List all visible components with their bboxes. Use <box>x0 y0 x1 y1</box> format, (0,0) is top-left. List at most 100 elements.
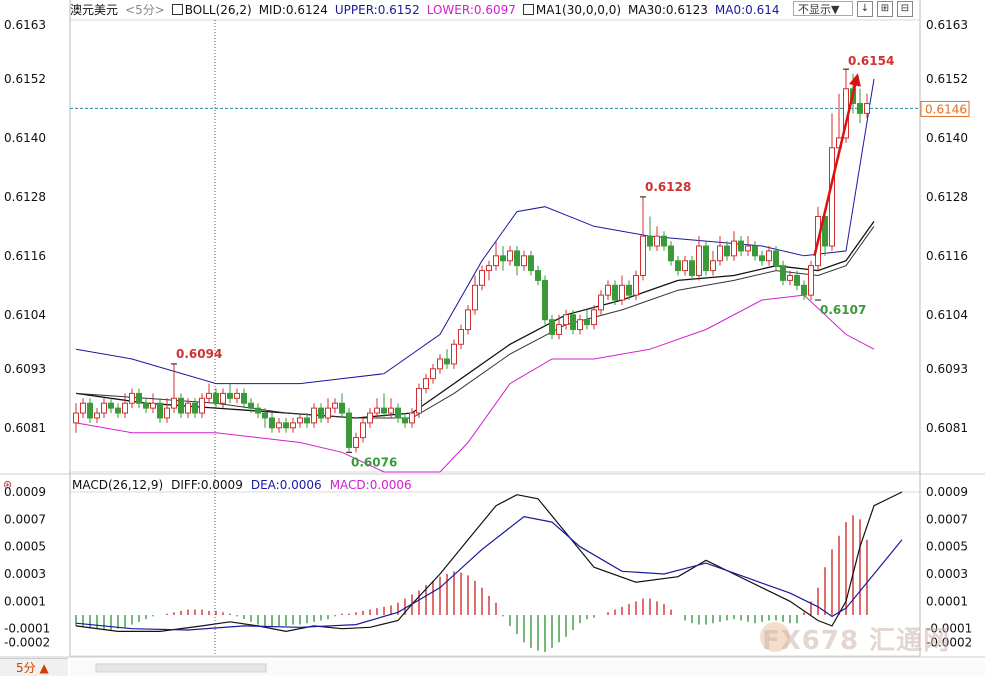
candle-body <box>248 402 254 409</box>
checkbox-icon[interactable] <box>522 4 534 15</box>
candle-body <box>486 265 492 272</box>
candle-body <box>80 402 86 414</box>
candle-body <box>745 245 751 252</box>
candle-body <box>829 147 835 247</box>
candle-body <box>626 284 632 296</box>
macd-y-tick-left: -0.0002 <box>4 635 50 649</box>
watermark: FX678 汇通网 <box>762 626 951 656</box>
candle-body <box>864 103 870 114</box>
candle-body <box>283 422 289 429</box>
candle-body <box>101 402 107 414</box>
boll-lower-line <box>75 294 875 473</box>
y-tick-right: 0.6128 <box>926 190 968 204</box>
candle-body <box>689 260 695 276</box>
candle-body <box>157 402 163 419</box>
y-tick-right: 0.6152 <box>926 72 968 86</box>
macd-diff: DIFF:0.0009 <box>171 478 243 492</box>
candle-body <box>276 422 282 429</box>
macd-y-tick-left: 0.0009 <box>4 485 46 499</box>
candle-body <box>591 309 597 326</box>
macd-y-tick-right: -0.0002 <box>926 635 972 649</box>
checkbox-icon[interactable] <box>171 4 183 15</box>
candle-body <box>549 319 555 335</box>
candle-body <box>458 329 464 345</box>
header-controls: 不显示▼ ↓ ⊞ ⊟ <box>793 1 913 18</box>
timeframe-tab[interactable]: 5分 ▲ <box>0 658 68 676</box>
candle-body <box>521 255 527 267</box>
candle-body <box>766 250 772 262</box>
boll-upper-value: UPPER:0.6152 <box>334 3 420 17</box>
candle-body <box>619 284 625 301</box>
candle-body <box>808 265 814 296</box>
candle-body <box>136 392 142 404</box>
y-tick-right: 0.6140 <box>926 131 968 145</box>
y-tick-left: 0.6116 <box>4 249 46 263</box>
candle-body <box>192 402 198 414</box>
candle-body <box>801 284 807 296</box>
candle-body <box>724 245 730 257</box>
current-price-label: 0.6146 <box>925 102 967 116</box>
scroll-track <box>70 660 985 676</box>
candle-body <box>633 274 639 296</box>
candle-body <box>94 412 100 419</box>
candle-body <box>794 274 800 286</box>
candle-body <box>703 245 709 272</box>
scroll-thumb[interactable] <box>95 663 267 673</box>
candle-body <box>87 402 93 419</box>
candle-body <box>304 417 310 424</box>
ma0-value: MA0:0.614 <box>714 3 780 17</box>
candle-body <box>500 255 506 262</box>
candle-body <box>353 437 359 448</box>
collapse-icon[interactable]: ⊟ <box>897 1 913 17</box>
candle-body <box>150 402 156 409</box>
candle-body <box>262 412 268 419</box>
candle-body <box>612 284 618 301</box>
candle-body <box>339 402 345 414</box>
macd-name: MACD(26,12,9) <box>72 478 164 492</box>
y-tick-right: 0.6116 <box>926 249 968 263</box>
candle-body <box>381 407 387 414</box>
expand-icon[interactable]: ⊞ <box>877 1 893 17</box>
candle-body <box>164 407 170 419</box>
boll-label: BOLL(26,2) <box>184 3 252 17</box>
candle-body <box>129 392 135 404</box>
candle-body <box>668 245 674 262</box>
candle-body <box>661 235 667 247</box>
candle-body <box>738 240 744 252</box>
macd-macd: MACD:0.0006 <box>329 478 412 492</box>
candle-body <box>220 392 226 404</box>
candle-body <box>402 417 408 424</box>
candle-body <box>241 392 247 404</box>
macd-y-tick-left: 0.0005 <box>4 540 46 554</box>
candle-body <box>731 240 737 257</box>
macd-settings-icon: ⊛ <box>3 478 12 491</box>
candle-body <box>857 103 863 114</box>
candle-body <box>535 270 541 281</box>
macd-y-tick-left: 0.0001 <box>4 594 46 608</box>
candle-body <box>73 412 79 424</box>
price-annotation: 0.6154 <box>848 54 894 68</box>
candle-body <box>577 319 583 331</box>
candle-body <box>269 417 275 429</box>
candle-body <box>332 402 338 409</box>
candle-body <box>556 324 562 335</box>
candle-body <box>122 402 128 414</box>
candle-body <box>185 402 191 414</box>
price-annotation: 0.6107 <box>820 303 866 317</box>
period-label[interactable]: <5分> <box>125 3 165 17</box>
candle-body <box>640 235 646 276</box>
y-tick-left: 0.6104 <box>4 308 46 322</box>
candle-body <box>171 397 177 409</box>
hide-select[interactable]: 不显示▼ <box>793 1 853 16</box>
candle-body <box>178 397 184 414</box>
candle-body <box>570 314 576 331</box>
download-icon[interactable]: ↓ <box>857 1 873 17</box>
trend-arrow-head <box>849 73 861 87</box>
candle-body <box>773 250 779 267</box>
candle-body <box>444 358 450 365</box>
candle-body <box>318 407 324 419</box>
y-tick-right: 0.6104 <box>926 308 968 322</box>
candle-body <box>290 422 296 429</box>
